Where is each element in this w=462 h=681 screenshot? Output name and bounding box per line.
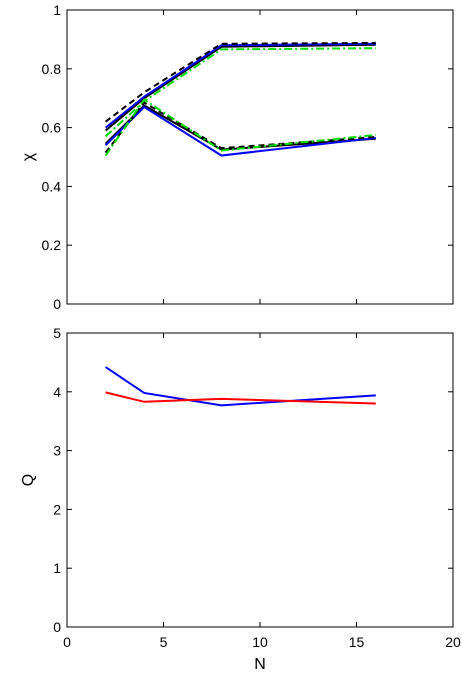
q-x-tick-label: 5 <box>160 634 168 650</box>
chi-series-line-5 <box>104 104 376 151</box>
q-x-tick-label: 10 <box>252 634 268 650</box>
chi-y-tick-label: 0.8 <box>42 61 62 77</box>
q-plot-frame <box>66 332 454 628</box>
chi-series-line-8 <box>104 98 376 157</box>
chi-series-layer <box>104 41 376 157</box>
chi-series-line-4 <box>104 47 376 138</box>
chi-series-line-1 <box>104 43 376 132</box>
q-series-layer <box>105 366 376 407</box>
chi-ticks-layer: 0 0.2 0.4 0.6 0.8 1 <box>42 2 454 312</box>
q-x-tick-label: 0 <box>63 634 71 650</box>
q-series-line-2 <box>105 391 376 405</box>
q-y-tick-label: 0 <box>53 619 61 635</box>
q-y-tick-label: 2 <box>53 501 61 517</box>
chi-plot-frame <box>66 9 454 305</box>
q-y-axis-label: Q <box>20 474 37 486</box>
chi-series-line-3 <box>104 41 376 123</box>
chi-series-line-7 <box>104 101 376 154</box>
chi-series-line-2 <box>104 42 376 129</box>
q-y-tick-label: 4 <box>53 384 61 400</box>
chi-y-tick-label: 0.6 <box>42 120 62 136</box>
q-x-tick-label: 20 <box>445 634 461 650</box>
n-x-axis-label: N <box>254 656 266 673</box>
chi-y-tick-label: 1 <box>53 2 61 18</box>
chi-y-tick-label: 0.4 <box>42 178 62 194</box>
chi-y-tick-label: 0.2 <box>42 237 62 253</box>
chi-y-tick-label: 0 <box>53 296 61 312</box>
q-ticks-layer: 0 1 2 3 4 5 0 5 10 15 20 <box>53 325 461 650</box>
q-panel: 0 1 2 3 4 5 0 5 10 15 20 Q N <box>20 325 461 673</box>
q-x-tick-label: 15 <box>349 634 365 650</box>
chi-panel: 0 0.2 0.4 0.6 0.8 1 χ <box>20 2 454 312</box>
chi-y-axis-label: χ <box>20 152 37 161</box>
q-y-tick-label: 5 <box>53 325 61 341</box>
q-y-tick-label: 1 <box>53 560 61 576</box>
q-y-tick-label: 3 <box>53 443 61 459</box>
